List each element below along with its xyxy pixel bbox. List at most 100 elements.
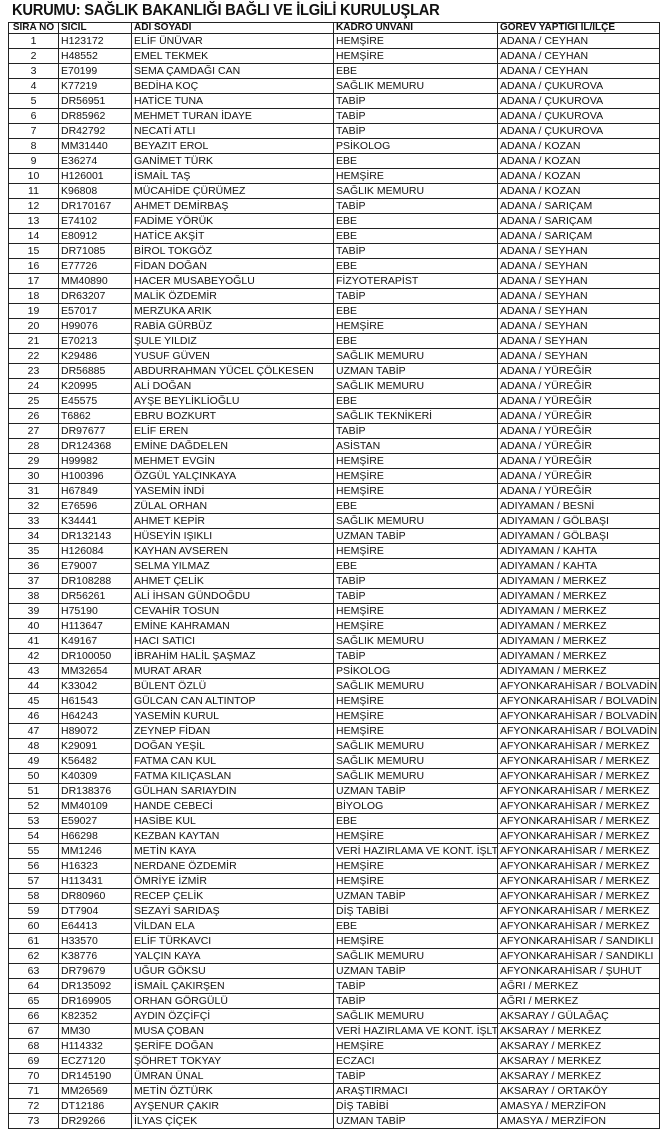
cell-adi-soyadi: RECEP ÇELİK (131, 888, 334, 904)
cell-adi-soyadi: HASİBE KUL (131, 813, 334, 829)
table-row: 15 DR71085 BİROL TOKGÖZ TABİP ADANA / SEYHAN (8, 243, 660, 259)
cell-gorev-yeri: ADANA / YÜREĞİR (497, 453, 660, 469)
cell-sicil: K29486 (58, 348, 132, 364)
cell-sicil: E79007 (58, 558, 132, 574)
cell-sicil: DR79679 (58, 963, 132, 979)
cell-adi-soyadi: HÜSEYİN IŞIKLI (131, 528, 334, 544)
cell-adi-soyadi: İBRAHİM HALİL ŞAŞMAZ (131, 648, 334, 664)
cell-sicil: DR63207 (58, 288, 132, 304)
cell-gorev-yeri: ADANA / KOZAN (497, 153, 660, 169)
cell-sira-no: 26 (8, 408, 59, 424)
cell-sicil: DR56261 (58, 588, 132, 604)
cell-sicil: DR42792 (58, 123, 132, 139)
table-row: 62 K38776 YALÇIN KAYA SAĞLIK MEMURU AFYONKAR… (8, 948, 660, 964)
cell-kadro-unvani: HEMŞİRE (333, 318, 498, 334)
cell-gorev-yeri: AFYONKARAHİSAR / MERKEZ (497, 783, 660, 799)
cell-sira-no: 66 (8, 1008, 59, 1024)
cell-sicil: H75190 (58, 603, 132, 619)
cell-adi-soyadi: HATİCE AKŞİT (131, 228, 334, 244)
cell-gorev-yeri: AFYONKARAHİSAR / MERKEZ (497, 903, 660, 919)
table-row: 43 MM32654 MURAT ARAR PSİKOLOG ADIYAMAN / ME… (8, 663, 660, 679)
cell-kadro-unvani: SAĞLIK MEMURU (333, 348, 498, 364)
cell-gorev-yeri: ADANA / KOZAN (497, 183, 660, 199)
table-row: 34 DR132143 HÜSEYİN IŞIKLI UZMAN TABİP ADIYA… (8, 528, 660, 544)
cell-gorev-yeri: AFYONKARAHİSAR / MERKEZ (497, 798, 660, 814)
table-row: 69 ECZ7120 ŞÖHRET TOKYAY ECZACI AKSARAY / ME… (8, 1053, 660, 1069)
cell-sira-no: 9 (8, 153, 59, 169)
cell-sicil: K33042 (58, 678, 132, 694)
cell-gorev-yeri: ADANA / KOZAN (497, 168, 660, 184)
cell-sicil: H48552 (58, 48, 132, 64)
cell-sira-no: 16 (8, 258, 59, 274)
cell-sira-no: 55 (8, 843, 59, 859)
cell-sira-no: 27 (8, 423, 59, 439)
cell-sira-no: 37 (8, 573, 59, 589)
cell-kadro-unvani: HEMŞİRE (333, 48, 498, 64)
cell-sicil: K96808 (58, 183, 132, 199)
cell-adi-soyadi: NERDANE ÖZDEMİR (131, 858, 334, 874)
cell-sira-no: 39 (8, 603, 59, 619)
cell-kadro-unvani: UZMAN TABİP (333, 888, 498, 904)
cell-sicil: H114332 (58, 1038, 132, 1054)
cell-gorev-yeri: ADANA / SEYHAN (497, 273, 660, 289)
cell-sicil: DR56951 (58, 93, 132, 109)
cell-kadro-unvani: SAĞLIK MEMURU (333, 378, 498, 394)
table-row: 49 K56482 FATMA CAN KUL SAĞLIK MEMURU AFYONK… (8, 753, 660, 769)
cell-gorev-yeri: AFYONKARAHİSAR / MERKEZ (497, 828, 660, 844)
cell-kadro-unvani: BİYOLOG (333, 798, 498, 814)
cell-kadro-unvani: SAĞLIK MEMURU (333, 513, 498, 529)
cell-kadro-unvani: EBE (333, 153, 498, 169)
table-row: 68 H114332 ŞERİFE DOĞAN HEMŞİRE AKSARAY / ME… (8, 1038, 660, 1054)
cell-sira-no: 31 (8, 483, 59, 499)
cell-kadro-unvani: HEMŞİRE (333, 453, 498, 469)
cell-sira-no: 72 (8, 1098, 59, 1114)
cell-gorev-yeri: AFYONKARAHİSAR / MERKEZ (497, 918, 660, 934)
cell-sira-no: 47 (8, 723, 59, 739)
cell-gorev-yeri: ADIYAMAN / MERKEZ (497, 648, 660, 664)
cell-gorev-yeri: ADANA / SARIÇAM (497, 228, 660, 244)
cell-sicil: H126084 (58, 543, 132, 559)
cell-sira-no: 71 (8, 1083, 59, 1099)
cell-kadro-unvani: HEMŞİRE (333, 468, 498, 484)
cell-gorev-yeri: ADIYAMAN / BESNİ (497, 498, 660, 514)
cell-sira-no: 18 (8, 288, 59, 304)
cell-adi-soyadi: KEZBAN KAYTAN (131, 828, 334, 844)
cell-gorev-yeri: AFYONKARAHİSAR / BOLVADİN (497, 693, 660, 709)
table-row: 47 H89072 ZEYNEP FİDAN HEMŞİRE AFYONKARAHİSA… (8, 723, 660, 739)
table-row: 6 DR85962 MEHMET TURAN İDAYE TABİP ADANA / Ç… (8, 108, 660, 124)
cell-kadro-unvani: SAĞLIK MEMURU (333, 78, 498, 94)
table-row: 7 DR42792 NECATİ ATLI TABİP ADANA / ÇUKUROVA (8, 123, 660, 139)
cell-adi-soyadi: MALİK ÖZDEMİR (131, 288, 334, 304)
table-row: 63 DR79679 UĞUR GÖKSU UZMAN TABİP AFYONKARAH… (8, 963, 660, 979)
cell-kadro-unvani: TABİP (333, 978, 498, 994)
cell-kadro-unvani: EBE (333, 813, 498, 829)
cell-adi-soyadi: MURAT ARAR (131, 663, 334, 679)
cell-gorev-yeri: ADANA / YÜREĞİR (497, 483, 660, 499)
cell-sira-no: 6 (8, 108, 59, 124)
cell-kadro-unvani: UZMAN TABİP (333, 1113, 498, 1129)
cell-sira-no: 69 (8, 1053, 59, 1069)
cell-gorev-yeri: ADANA / SEYHAN (497, 258, 660, 274)
table-row: 24 K20995 ALİ DOĞAN SAĞLIK MEMURU ADANA / YÜ… (8, 378, 660, 394)
cell-adi-soyadi: İSMAİL TAŞ (131, 168, 334, 184)
cell-kadro-unvani: EBE (333, 393, 498, 409)
cell-kadro-unvani: UZMAN TABİP (333, 528, 498, 544)
cell-sira-no: 25 (8, 393, 59, 409)
cell-adi-soyadi: EMİNE DAĞDELEN (131, 438, 334, 454)
cell-adi-soyadi: İLYAS ÇİÇEK (131, 1113, 334, 1129)
cell-adi-soyadi: ELİF EREN (131, 423, 334, 439)
table-row: 38 DR56261 ALİ İHSAN GÜNDOĞDU TABİP ADIYAMAN… (8, 588, 660, 604)
cell-sicil: DR100050 (58, 648, 132, 664)
cell-adi-soyadi: YUSUF GÜVEN (131, 348, 334, 364)
cell-kadro-unvani: HEMŞİRE (333, 33, 498, 49)
cell-sira-no: 34 (8, 528, 59, 544)
cell-sira-no: 15 (8, 243, 59, 259)
cell-sira-no: 44 (8, 678, 59, 694)
cell-kadro-unvani: EBE (333, 333, 498, 349)
cell-gorev-yeri: AFYONKARAHİSAR / MERKEZ (497, 858, 660, 874)
cell-gorev-yeri: AKSARAY / GÜLAĞAÇ (497, 1008, 660, 1024)
cell-sira-no: 57 (8, 873, 59, 889)
header-adi-soyadi: ADI SOYADI (131, 22, 334, 34)
table-row: 67 MM30 MUSA ÇOBAN VERİ HAZIRLAMA VE KONT. … (8, 1023, 660, 1039)
cell-gorev-yeri: AFYONKARAHİSAR / ŞUHUT (497, 963, 660, 979)
